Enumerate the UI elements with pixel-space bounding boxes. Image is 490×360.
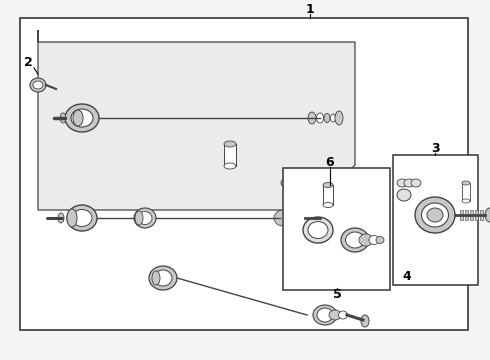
Text: 4: 4 <box>403 270 412 284</box>
Ellipse shape <box>421 203 448 227</box>
Ellipse shape <box>60 113 66 123</box>
Ellipse shape <box>397 179 407 187</box>
Ellipse shape <box>323 202 333 207</box>
Ellipse shape <box>73 110 83 126</box>
Ellipse shape <box>295 213 305 222</box>
Ellipse shape <box>72 210 92 226</box>
Ellipse shape <box>154 270 172 286</box>
Ellipse shape <box>303 217 333 243</box>
Ellipse shape <box>345 232 365 248</box>
Text: 2: 2 <box>24 55 32 68</box>
Ellipse shape <box>329 310 341 320</box>
Text: 1: 1 <box>306 3 315 15</box>
Bar <box>475 210 478 220</box>
Ellipse shape <box>33 81 43 89</box>
Text: 6: 6 <box>326 156 334 168</box>
Ellipse shape <box>376 237 384 243</box>
Ellipse shape <box>65 104 99 132</box>
Ellipse shape <box>317 113 323 123</box>
Bar <box>470 210 473 220</box>
Ellipse shape <box>335 111 343 125</box>
Bar <box>465 210 468 220</box>
Ellipse shape <box>135 211 143 225</box>
Ellipse shape <box>411 179 421 187</box>
Ellipse shape <box>415 197 455 233</box>
Ellipse shape <box>462 181 470 185</box>
Ellipse shape <box>224 163 236 169</box>
Polygon shape <box>38 30 355 210</box>
Text: 3: 3 <box>431 141 440 154</box>
Bar <box>224 144 236 166</box>
Ellipse shape <box>134 208 156 228</box>
Ellipse shape <box>149 266 177 290</box>
Ellipse shape <box>427 208 443 222</box>
Ellipse shape <box>330 114 336 122</box>
Bar <box>20 18 468 330</box>
Ellipse shape <box>404 179 414 187</box>
Ellipse shape <box>341 228 369 252</box>
Ellipse shape <box>152 271 160 285</box>
Ellipse shape <box>313 305 337 325</box>
Ellipse shape <box>67 205 97 231</box>
Ellipse shape <box>308 221 328 239</box>
Bar <box>462 183 470 201</box>
Ellipse shape <box>397 189 411 201</box>
Ellipse shape <box>224 141 236 147</box>
Ellipse shape <box>67 209 77 227</box>
Bar <box>460 210 463 220</box>
Ellipse shape <box>359 234 373 246</box>
Bar <box>323 185 333 205</box>
Ellipse shape <box>285 212 299 224</box>
Ellipse shape <box>308 112 316 124</box>
Bar <box>480 210 483 220</box>
Ellipse shape <box>485 208 490 222</box>
Ellipse shape <box>462 199 470 203</box>
Ellipse shape <box>58 213 64 223</box>
Ellipse shape <box>361 315 369 327</box>
Bar <box>283 168 390 290</box>
Ellipse shape <box>71 109 93 127</box>
Ellipse shape <box>323 183 333 188</box>
Ellipse shape <box>274 210 292 226</box>
Text: 5: 5 <box>333 288 342 301</box>
Bar <box>393 155 478 285</box>
Ellipse shape <box>30 78 46 92</box>
Ellipse shape <box>339 311 347 319</box>
Ellipse shape <box>317 308 333 322</box>
Ellipse shape <box>369 235 379 244</box>
Ellipse shape <box>138 212 152 225</box>
Ellipse shape <box>324 113 330 122</box>
